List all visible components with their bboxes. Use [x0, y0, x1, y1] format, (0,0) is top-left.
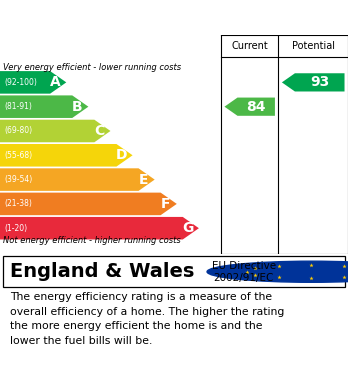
Polygon shape: [0, 95, 88, 118]
Text: (21-38): (21-38): [4, 199, 32, 208]
Text: 84: 84: [246, 100, 266, 114]
Text: F: F: [161, 197, 170, 211]
Text: EU Directive
2002/91/EC: EU Directive 2002/91/EC: [212, 261, 276, 283]
Text: D: D: [116, 148, 127, 162]
Text: Not energy efficient - higher running costs: Not energy efficient - higher running co…: [3, 236, 181, 245]
Text: (69-80): (69-80): [4, 126, 32, 136]
Bar: [3, 256, 345, 287]
Text: England & Wales: England & Wales: [10, 262, 195, 281]
Text: (92-100): (92-100): [4, 78, 37, 87]
Polygon shape: [0, 120, 111, 142]
Text: 93: 93: [310, 75, 329, 90]
Polygon shape: [0, 217, 199, 239]
Polygon shape: [0, 193, 177, 215]
Polygon shape: [282, 73, 345, 91]
Text: (39-54): (39-54): [4, 175, 32, 184]
Text: Very energy efficient - lower running costs: Very energy efficient - lower running co…: [3, 63, 181, 72]
Polygon shape: [224, 98, 275, 116]
Text: B: B: [72, 100, 82, 114]
Polygon shape: [0, 168, 155, 191]
Text: C: C: [94, 124, 104, 138]
Circle shape: [207, 261, 348, 282]
Polygon shape: [0, 144, 133, 167]
Polygon shape: [0, 71, 66, 94]
Text: A: A: [50, 75, 61, 90]
Text: E: E: [139, 172, 148, 187]
Text: Energy Efficiency Rating: Energy Efficiency Rating: [10, 11, 232, 26]
Text: G: G: [182, 221, 193, 235]
Text: Potential: Potential: [292, 41, 335, 51]
Text: The energy efficiency rating is a measure of the
overall efficiency of a home. T: The energy efficiency rating is a measur…: [10, 292, 285, 346]
Text: Current: Current: [231, 41, 268, 51]
Text: (81-91): (81-91): [4, 102, 32, 111]
Text: (1-20): (1-20): [4, 224, 27, 233]
Text: (55-68): (55-68): [4, 151, 32, 160]
